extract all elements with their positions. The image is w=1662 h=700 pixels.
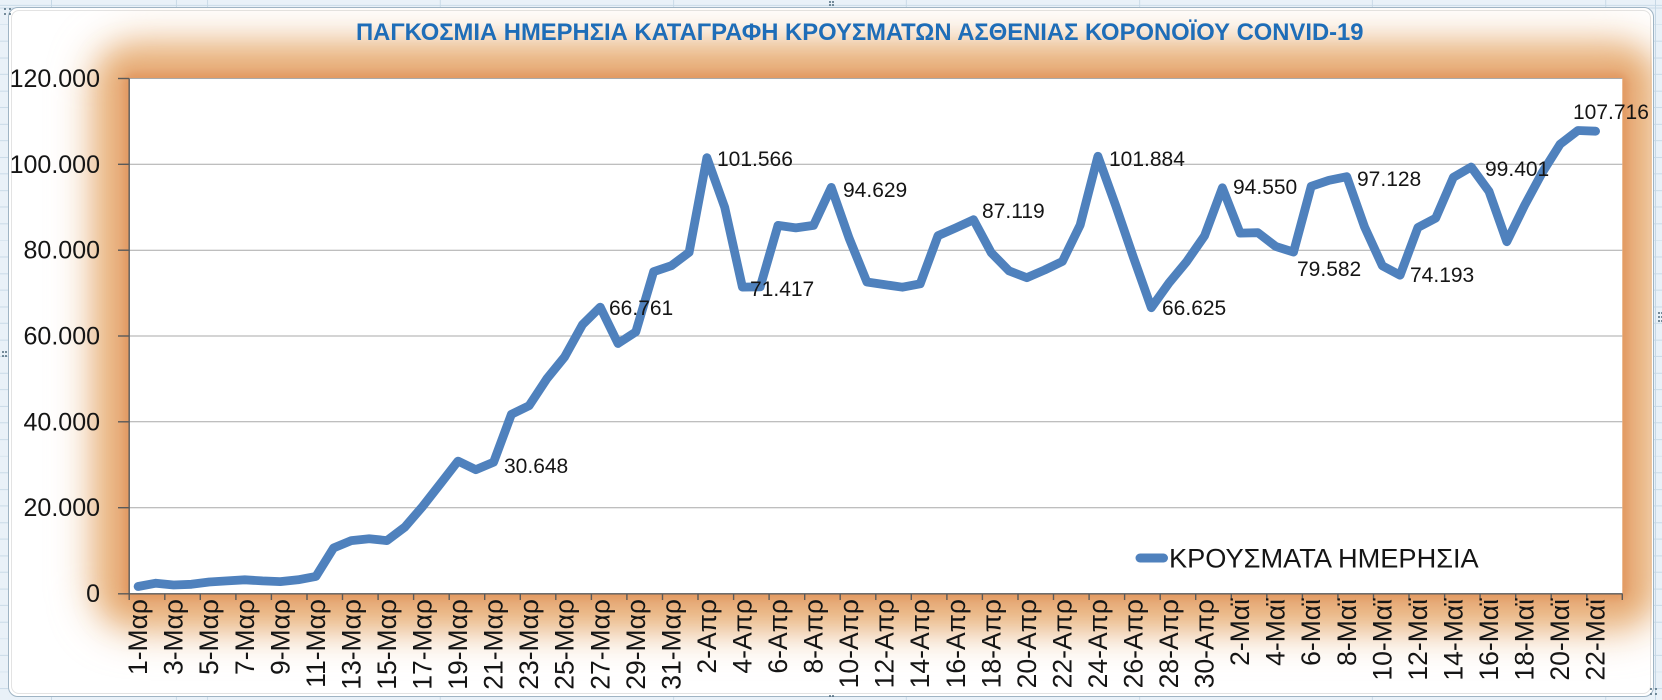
svg-text:74.193: 74.193: [1410, 264, 1474, 287]
svg-text:60.000: 60.000: [24, 323, 100, 351]
svg-text:16-Απρ: 16-Απρ: [941, 599, 971, 688]
svg-text:8-Μαϊ: 8-Μαϊ: [1332, 598, 1362, 666]
svg-text:94.550: 94.550: [1233, 176, 1297, 199]
svg-text:22-Μαϊ: 22-Μαϊ: [1581, 598, 1611, 681]
svg-text:4-Απρ: 4-Απρ: [727, 599, 757, 674]
svg-text:71.417: 71.417: [750, 278, 814, 301]
svg-text:5-Μαρ: 5-Μαρ: [194, 599, 224, 675]
svg-text:101.566: 101.566: [717, 148, 793, 171]
svg-text:97.128: 97.128: [1357, 168, 1421, 191]
svg-text:10-Μαϊ: 10-Μαϊ: [1367, 598, 1397, 681]
svg-text:14-Μαϊ: 14-Μαϊ: [1438, 598, 1468, 681]
svg-text:26-Απρ: 26-Απρ: [1119, 599, 1149, 688]
svg-text:1-Μαρ: 1-Μαρ: [123, 599, 153, 675]
svg-text:18-Μαϊ: 18-Μαϊ: [1510, 598, 1540, 681]
svg-text:23-Μαρ: 23-Μαρ: [514, 599, 544, 690]
svg-text:29-Μαρ: 29-Μαρ: [621, 599, 651, 690]
svg-text:66.761: 66.761: [609, 297, 673, 320]
svg-text:20-Απρ: 20-Απρ: [1012, 599, 1042, 688]
svg-text:107.716: 107.716: [1573, 101, 1649, 124]
svg-text:2-Απρ: 2-Απρ: [692, 599, 722, 674]
svg-text:8-Απρ: 8-Απρ: [799, 599, 829, 674]
svg-text:12-Μαϊ: 12-Μαϊ: [1403, 598, 1433, 681]
svg-text:100.000: 100.000: [10, 151, 100, 179]
svg-text:10-Απρ: 10-Απρ: [834, 599, 864, 688]
svg-text:87.119: 87.119: [982, 200, 1045, 223]
svg-text:17-Μαρ: 17-Μαρ: [408, 599, 438, 690]
svg-text:20-Μαϊ: 20-Μαϊ: [1545, 598, 1575, 681]
svg-text:30-Απρ: 30-Απρ: [1190, 599, 1220, 688]
svg-text:80.000: 80.000: [24, 237, 100, 265]
svg-text:27-Μαρ: 27-Μαρ: [585, 599, 615, 690]
svg-text:14-Απρ: 14-Απρ: [905, 599, 935, 688]
svg-text:11-Μαρ: 11-Μαρ: [301, 599, 331, 688]
svg-text:94.629: 94.629: [843, 179, 907, 202]
svg-text:99.401: 99.401: [1485, 158, 1549, 181]
svg-text:120.000: 120.000: [10, 65, 100, 93]
svg-text:30.648: 30.648: [504, 455, 568, 478]
svg-text:28-Απρ: 28-Απρ: [1154, 599, 1184, 688]
svg-text:15-Μαρ: 15-Μαρ: [372, 599, 402, 690]
svg-text:0: 0: [86, 580, 100, 608]
svg-text:25-Μαρ: 25-Μαρ: [550, 599, 580, 690]
svg-text:22-Απρ: 22-Απρ: [1047, 599, 1077, 688]
svg-text:2-Μαϊ: 2-Μαϊ: [1225, 598, 1255, 666]
svg-text:ΠΑΓΚΟΣΜΙΑ ΗΜΕΡΗΣΙΑ ΚΑΤΑΓΡΑΦΗ Κ: ΠΑΓΚΟΣΜΙΑ ΗΜΕΡΗΣΙΑ ΚΑΤΑΓΡΑΦΗ ΚΡΟΥΣΜΑΤΩΝ …: [356, 19, 1364, 46]
svg-text:101.884: 101.884: [1109, 148, 1185, 171]
svg-text:66.625: 66.625: [1162, 297, 1226, 320]
svg-text:7-Μαρ: 7-Μαρ: [230, 599, 260, 675]
svg-text:6-Μαϊ: 6-Μαϊ: [1296, 598, 1326, 666]
svg-text:24-Απρ: 24-Απρ: [1083, 599, 1113, 688]
svg-text:18-Απρ: 18-Απρ: [976, 599, 1006, 688]
svg-text:21-Μαρ: 21-Μαρ: [479, 599, 509, 690]
svg-text:19-Μαρ: 19-Μαρ: [443, 599, 473, 690]
svg-text:79.582: 79.582: [1297, 258, 1361, 281]
svg-text:4-Μαϊ: 4-Μαϊ: [1261, 598, 1291, 666]
svg-text:31-Μαρ: 31-Μαρ: [656, 599, 686, 690]
svg-text:6-Απρ: 6-Απρ: [763, 599, 793, 674]
svg-text:40.000: 40.000: [24, 408, 100, 436]
svg-text:3-Μαρ: 3-Μαρ: [159, 599, 189, 675]
svg-text:20.000: 20.000: [24, 494, 100, 522]
svg-text:16-Μαϊ: 16-Μαϊ: [1474, 598, 1504, 681]
svg-text:13-Μαρ: 13-Μαρ: [336, 599, 366, 690]
svg-text:ΚΡΟΥΣΜΑΤΑ ΗΜΕΡΗΣΙΑ: ΚΡΟΥΣΜΑΤΑ ΗΜΕΡΗΣΙΑ: [1169, 543, 1480, 574]
svg-text:12-Απρ: 12-Απρ: [870, 599, 900, 688]
svg-text:9-Μαρ: 9-Μαρ: [265, 599, 295, 675]
